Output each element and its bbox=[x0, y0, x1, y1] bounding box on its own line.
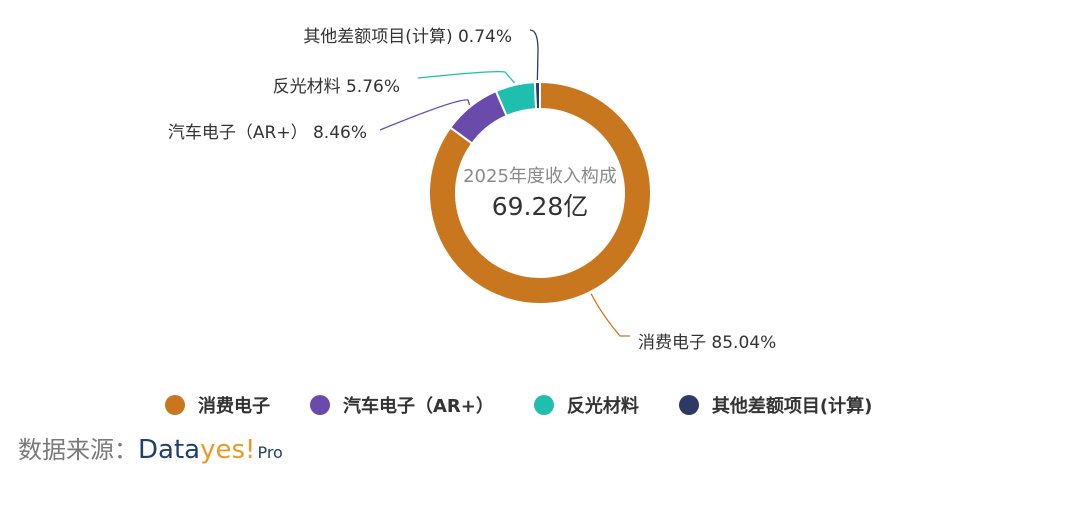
legend-label: 其他差额项目(计算) bbox=[711, 396, 873, 417]
center-title: 2025年度收入构成 bbox=[463, 166, 617, 187]
donut-chart: 消费电子 85.04% 汽车电子（AR+） 8.46% 反光材料 5.76% 其他差额… bbox=[168, 27, 776, 353]
slice-label: 反光材料 5.76% bbox=[273, 77, 400, 97]
leader-line bbox=[529, 29, 539, 81]
legend-label: 消费电子 bbox=[198, 396, 270, 417]
legend-item-other[interactable]: 其他差额项目(计算) bbox=[678, 392, 873, 418]
slice-label: 其他差额项目(计算) 0.74% bbox=[303, 27, 512, 47]
legend-label: 汽车电子（AR+） bbox=[343, 396, 494, 417]
legend-item-consumer-electronics[interactable]: 消费电子 bbox=[165, 392, 270, 418]
slice-label: 消费电子 85.04% bbox=[638, 333, 776, 353]
legend-swatch bbox=[165, 395, 185, 415]
slice-labels-group: 消费电子 85.04% 汽车电子（AR+） 8.46% 反光材料 5.76% 其他差额… bbox=[168, 27, 776, 353]
donut-slice[interactable] bbox=[428, 80, 652, 305]
center-value: 69.28亿 bbox=[492, 192, 589, 221]
slices-group bbox=[428, 80, 652, 305]
brand-logo-part1: Data bbox=[138, 435, 201, 465]
legend-item-auto-electronics[interactable]: 汽车电子（AR+） bbox=[310, 392, 494, 418]
leader-line bbox=[379, 99, 471, 131]
donut-slice[interactable] bbox=[533, 80, 541, 111]
slice-label: 汽车电子（AR+） 8.46% bbox=[168, 123, 367, 143]
source-label: 数据来源： bbox=[18, 436, 138, 464]
brand-logo-part2: yes! bbox=[200, 435, 256, 465]
leader-line bbox=[590, 293, 630, 337]
legend-swatch bbox=[678, 395, 699, 415]
legend-label: 反光材料 bbox=[566, 396, 639, 417]
leader-line bbox=[417, 70, 516, 84]
legend-item-reflective-materials[interactable]: 反光材料 bbox=[533, 392, 639, 418]
legend-swatch bbox=[310, 395, 330, 415]
leader-lines-group bbox=[379, 29, 630, 337]
data-source: 数据来源： Data yes! Pro bbox=[18, 430, 283, 465]
legend-swatch bbox=[533, 395, 554, 415]
brand-logo-suffix: Pro bbox=[257, 443, 283, 462]
legend: 消费电子 汽车电子（AR+） 反光材料 其他差额项目(计算) bbox=[165, 392, 912, 418]
